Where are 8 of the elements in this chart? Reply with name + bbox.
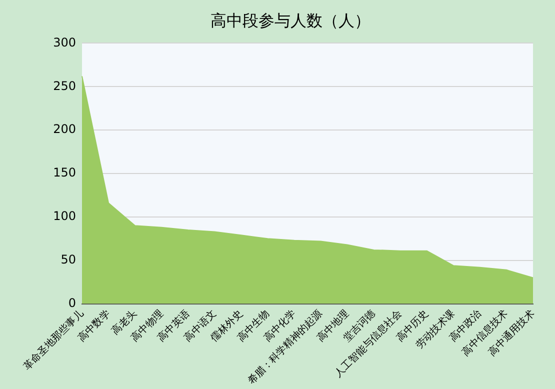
y-tick-label: 50 <box>60 252 76 266</box>
y-tick-label: 200 <box>53 122 76 136</box>
y-tick-label: 0 <box>68 296 76 310</box>
y-tick-label: 150 <box>53 166 76 180</box>
chart-title: 高中段参与人数（人） <box>210 10 370 30</box>
y-tick-label: 250 <box>53 78 76 93</box>
y-tick-label: 300 <box>53 35 76 50</box>
y-tick-label: 100 <box>53 209 76 224</box>
